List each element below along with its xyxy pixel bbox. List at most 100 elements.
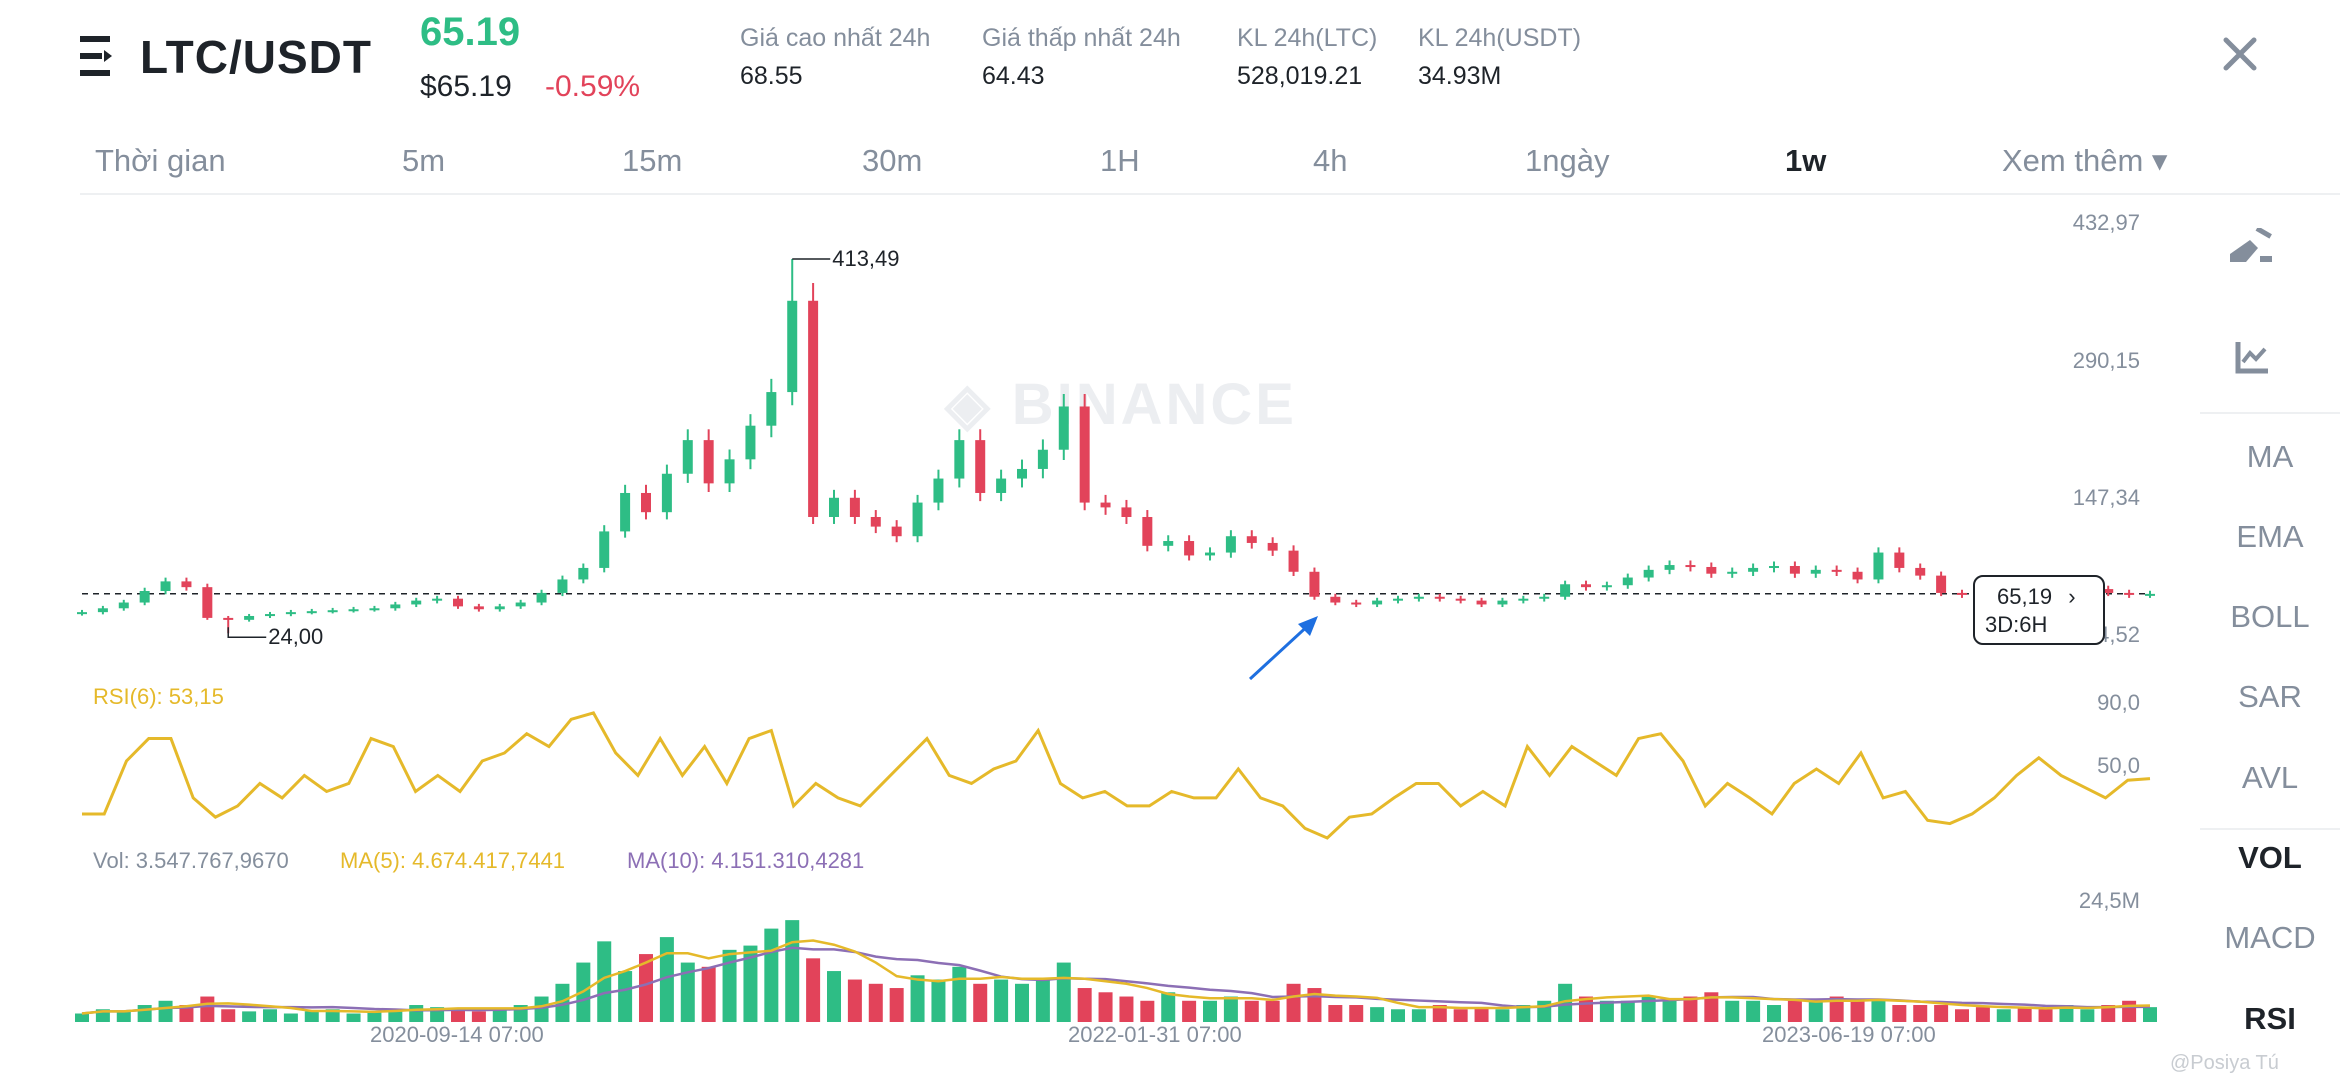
volume-bar <box>325 1009 340 1022</box>
rsi-tick: 50,0 <box>2097 753 2140 778</box>
candle-down <box>870 516 881 527</box>
candle-down <box>453 598 463 607</box>
tab-1w[interactable]: 1w <box>1785 143 1827 178</box>
candle-up <box>661 473 672 513</box>
toolbar-rsi[interactable]: RSI <box>2244 1001 2296 1036</box>
candle-down <box>1288 550 1299 572</box>
annotation-arrow <box>1248 620 1314 681</box>
volume-bar <box>1182 1000 1197 1022</box>
volume-bar <box>492 1009 507 1022</box>
volume-bar <box>179 1005 194 1022</box>
volume-bar <box>1808 1000 1823 1022</box>
tab-30m[interactable]: 30m <box>862 143 923 178</box>
volume-bar <box>868 983 883 1022</box>
volume-bar <box>1683 996 1698 1022</box>
candle-down <box>223 617 234 620</box>
candle-down <box>1351 602 1362 605</box>
candle-down <box>2103 589 2114 593</box>
price-tick: 290,15 <box>2072 348 2140 373</box>
volume-bar <box>304 1011 319 1022</box>
volume-bar <box>471 1011 486 1022</box>
candle-down <box>1685 565 1696 568</box>
stat-value-vol-ltc: 528,019.21 <box>1237 62 1363 90</box>
tab-5m[interactable]: 5m <box>402 143 446 178</box>
volume-bar <box>1558 983 1573 1022</box>
volume-bar <box>1391 1009 1405 1022</box>
candle-down <box>1581 584 1591 588</box>
toolbar-ema[interactable]: EMA <box>2236 519 2304 554</box>
x-tick: 2023-06-19 07:00 <box>1762 1022 1936 1047</box>
candle-down <box>473 606 484 610</box>
menu-icon[interactable] <box>80 36 122 76</box>
candle-up <box>327 610 338 613</box>
volume-bar <box>346 1013 361 1022</box>
min-price-label: 24,00 <box>268 624 324 650</box>
candle-up <box>1518 598 1529 601</box>
volume-bar <box>1411 1009 1426 1022</box>
volume-bar <box>2059 1005 2074 1022</box>
volume-bar <box>1432 1005 1447 1022</box>
candle-down <box>1330 596 1341 603</box>
volume-bar <box>388 1009 403 1022</box>
volume-bar <box>1892 1005 1907 1022</box>
candle-up <box>77 612 87 615</box>
toolbar-ma[interactable]: MA <box>2246 439 2294 474</box>
candle-down <box>849 497 860 517</box>
candle-up <box>1393 598 1403 601</box>
tab-more[interactable]: Xem thêm ▾ <box>2002 143 2168 178</box>
tab-1d[interactable]: 1ngày <box>1525 143 1610 178</box>
volume-bar <box>1370 1007 1385 1022</box>
candle-up <box>432 598 443 601</box>
volume-bar <box>1871 1000 1886 1022</box>
volume-bar <box>1119 996 1134 1022</box>
toolbar-boll[interactable]: BOLL <box>2230 599 2310 634</box>
volume-bar <box>1955 1009 1969 1022</box>
volume-bar <box>1662 1000 1677 1022</box>
vol-label: Vol: 3.547.767,9670 <box>93 848 289 873</box>
tab-1h[interactable]: 1H <box>1100 143 1140 178</box>
volume-bar <box>743 945 758 1022</box>
volume-bar <box>994 979 1009 1022</box>
volume-bar <box>722 949 737 1022</box>
x-tick: 2022-01-31 07:00 <box>1068 1022 1242 1047</box>
volume-bar <box>1704 992 1719 1022</box>
volume-bar <box>1328 1005 1343 1022</box>
volume-bar <box>409 1005 424 1022</box>
tab-4h[interactable]: 4h <box>1313 143 1348 178</box>
candle-up <box>285 612 296 615</box>
toolbar-sar[interactable]: SAR <box>2238 679 2302 714</box>
volume-bar <box>1516 1005 1531 1022</box>
stat-value-high: 68.55 <box>740 62 803 90</box>
close-icon[interactable] <box>2222 36 2258 72</box>
volume-bar <box>973 983 988 1022</box>
toolbar-macd[interactable]: MACD <box>2224 920 2316 955</box>
volume-bar <box>1453 1009 1468 1022</box>
candle-up <box>1163 541 1174 546</box>
volume-bar <box>1161 992 1176 1022</box>
ma10-label: MA(10): 4.151.310,4281 <box>627 848 865 873</box>
volume-bar <box>451 1009 465 1022</box>
candle-up <box>139 590 150 603</box>
volume-bar <box>367 1011 382 1022</box>
usd-price: $65.19 <box>420 70 512 103</box>
volume-bar <box>1223 996 1238 1022</box>
candle-up <box>1372 600 1383 605</box>
volume-bar <box>137 1005 152 1022</box>
draw-icon[interactable] <box>2228 226 2278 273</box>
toolbar-avl[interactable]: AVL <box>2241 760 2299 795</box>
candle-down <box>202 587 213 618</box>
volume-bar <box>952 966 967 1022</box>
tab-time[interactable]: Thời gian <box>95 143 226 178</box>
toolbar-vol[interactable]: VOL <box>2238 840 2302 875</box>
tab-15m[interactable]: 15m <box>622 143 683 178</box>
volume-bar <box>1787 1000 1802 1022</box>
x-tick: 2020-09-14 07:00 <box>370 1022 544 1047</box>
pair-title[interactable]: LTC/USDT <box>140 31 373 83</box>
candle-down <box>1455 598 1466 601</box>
toolbar-divider <box>2200 828 2340 830</box>
indicator-chart-icon[interactable] <box>2235 340 2271 379</box>
candle-up <box>954 440 965 479</box>
current-price-tag[interactable]: 65,19 › 3D:6H <box>1973 575 2105 645</box>
stat-label-low: Giá thấp nhất 24h <box>982 24 1181 52</box>
